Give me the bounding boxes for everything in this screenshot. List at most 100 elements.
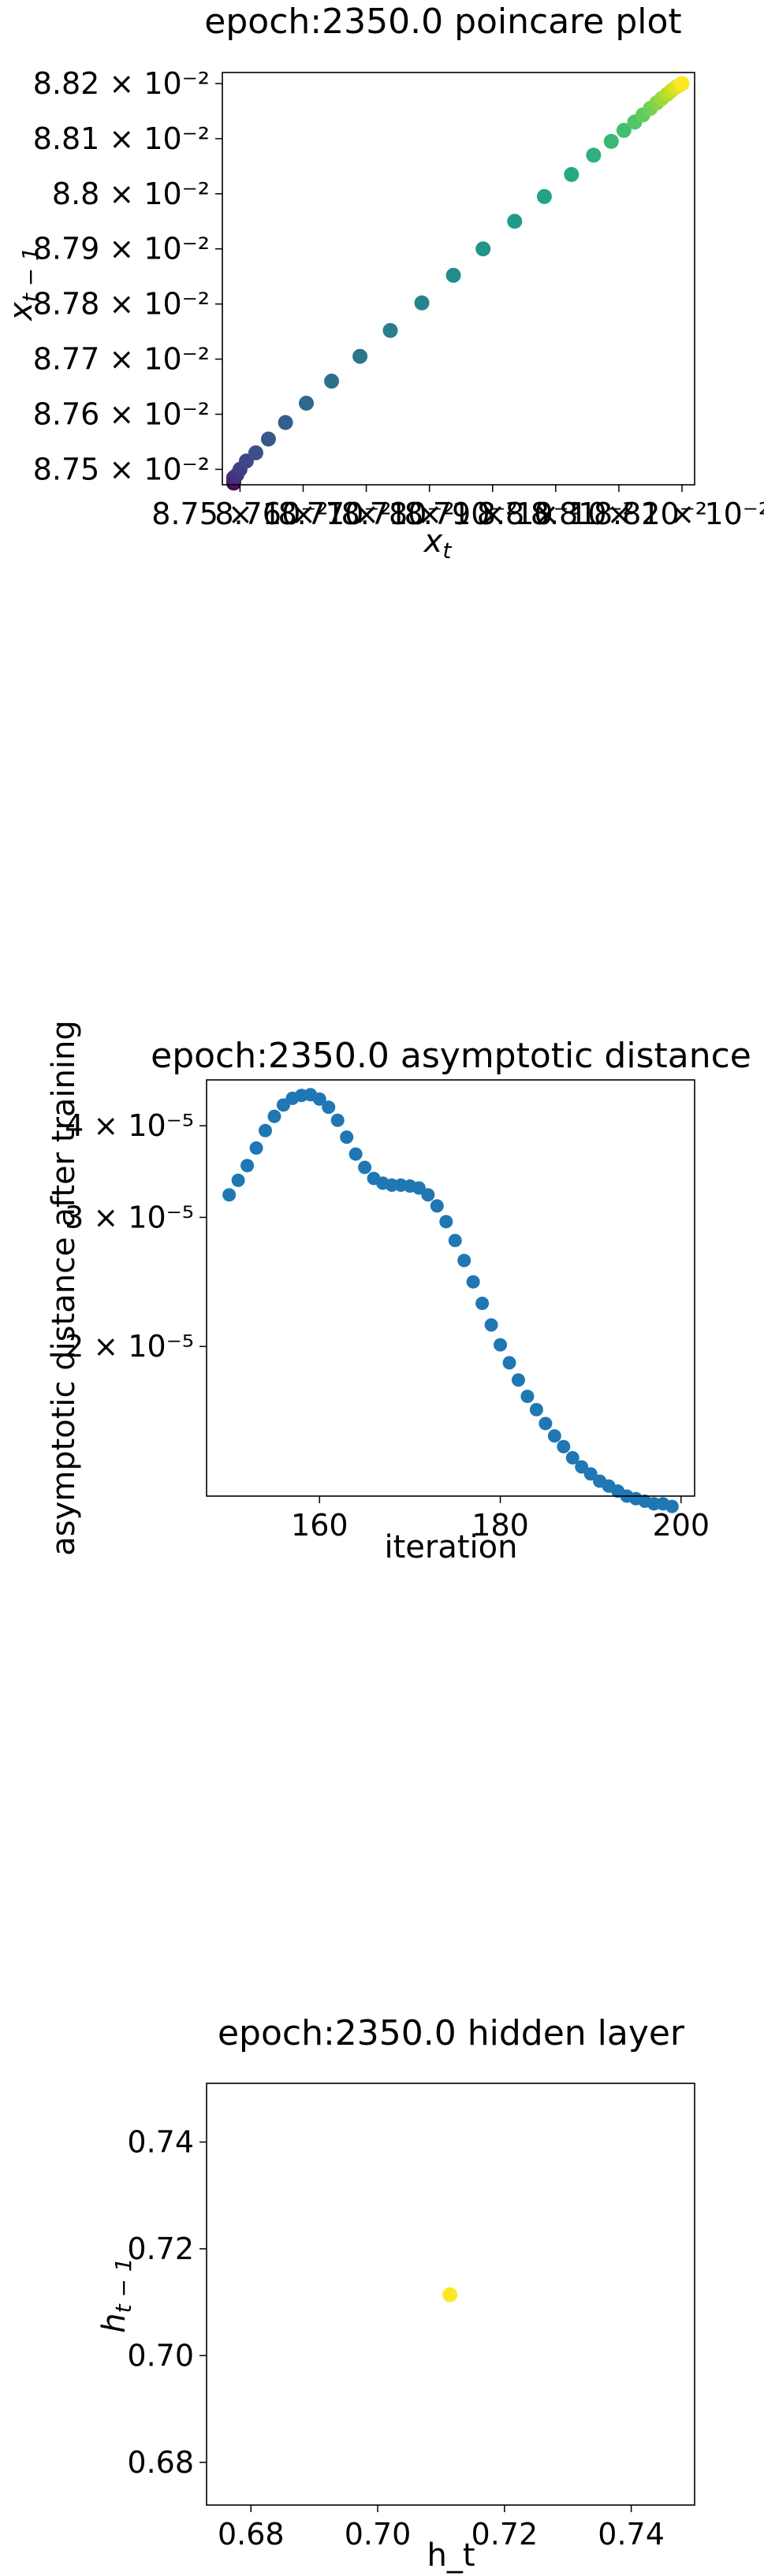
y-tick-label: 4 × 10⁻⁵	[65, 1108, 194, 1143]
data-point	[557, 1439, 571, 1454]
asymptotic-distance-chart: epoch:2350.0 asymptotic distance 2 × 10⁻…	[46, 1020, 751, 1565]
x-tick-label: 8.77 × 10⁻²	[278, 497, 454, 531]
x-axis-label: h_t	[427, 2537, 475, 2574]
data-point	[312, 1092, 326, 1106]
x-tick-label: 0.70	[345, 2517, 412, 2552]
data-point	[442, 2287, 458, 2302]
data-point	[536, 188, 552, 204]
data-point	[539, 1416, 553, 1431]
y-tick-label: 8.82 × 10⁻²	[33, 66, 210, 101]
data-point	[348, 1147, 363, 1161]
plot-frame	[206, 1079, 695, 1497]
x-tick-label: 160	[291, 1508, 348, 1543]
distance-points-layer	[222, 1088, 679, 1513]
x-axis-label-base: x	[423, 523, 443, 560]
data-point	[502, 1356, 516, 1370]
data-point	[240, 1159, 255, 1173]
data-point	[520, 1389, 535, 1403]
data-point	[448, 1234, 462, 1248]
x-axis-label: xt	[423, 523, 453, 564]
y-tick-label: 8.79 × 10⁻²	[33, 232, 210, 266]
data-point	[421, 1188, 435, 1202]
data-point	[414, 295, 430, 311]
data-point	[222, 1188, 237, 1202]
y-tick-label: 8.76 × 10⁻²	[33, 397, 210, 432]
data-point	[665, 1499, 679, 1513]
y-axis-ticks: 8.75 × 10⁻² 8.76 × 10⁻² 8.77 × 10⁻² 8.78 × …	[33, 66, 222, 486]
data-point	[267, 1109, 281, 1123]
chart-title: epoch:2350.0 asymptotic distance	[151, 1036, 751, 1076]
hidden-layer-chart: epoch:2350.0 hidden layer 0.68 0.70 0.72 0.…	[96, 2013, 695, 2574]
y-tick-label: 0.70	[127, 2338, 194, 2373]
data-point	[260, 431, 276, 447]
x-axis-label-subscript: t	[442, 538, 452, 564]
x-tick-label: 0.72	[471, 2517, 539, 2552]
data-point	[564, 166, 580, 182]
data-point	[439, 1215, 453, 1229]
x-tick-label: 180	[471, 1508, 529, 1543]
data-point	[565, 1450, 580, 1465]
poincare-chart: epoch:2350.0 poincare plot 8.75 × 10⁻²8.…	[3, 2, 764, 564]
data-point	[511, 1373, 525, 1387]
data-point	[603, 133, 619, 149]
data-point	[322, 1100, 336, 1115]
data-point	[575, 1460, 589, 1474]
x-tick-label: 8.75 × 10⁻²	[151, 497, 328, 531]
x-tick-label: 8.79 × 10⁻²	[404, 497, 581, 531]
y-tick-label: 8.8 × 10⁻²	[52, 177, 210, 211]
y-axis-ticks: 2 × 10⁻⁵ 3 × 10⁻⁵ 4 × 10⁻⁵	[65, 1108, 207, 1364]
data-point	[484, 1318, 498, 1332]
y-tick-label: 8.81 × 10⁻²	[33, 121, 210, 156]
data-point	[330, 1113, 345, 1127]
y-tick-label: 2 × 10⁻⁵	[65, 1329, 194, 1364]
x-tick-label: 8.8 × 10⁻²	[477, 497, 635, 531]
x-tick-label: 0.74	[598, 2517, 665, 2552]
data-point	[259, 1123, 273, 1137]
poincare-points-layer	[225, 76, 690, 491]
x-axis-ticks: 8.75 × 10⁻²8.76 × 10⁻²8.77 × 10⁻²8.78 × …	[151, 485, 764, 531]
hidden-points-layer	[442, 2287, 458, 2302]
y-axis-label: asymptotic distance after training	[46, 1020, 82, 1556]
data-point	[445, 267, 461, 283]
plot-frame	[206, 2083, 695, 2506]
data-point	[430, 1199, 444, 1213]
data-point	[466, 1275, 480, 1289]
x-tick-label: 8.81 × 10⁻²	[531, 497, 707, 531]
data-point	[299, 396, 315, 411]
x-tick-label: 8.76 × 10⁻²	[214, 497, 391, 531]
y-tick-label: 8.75 × 10⁻²	[33, 452, 210, 486]
data-point	[475, 241, 491, 257]
y-axis-label: ht − 1	[96, 2258, 136, 2332]
x-axis-label: iteration	[385, 1529, 518, 1565]
data-point	[529, 1402, 543, 1416]
data-point	[457, 1253, 471, 1268]
data-point	[340, 1130, 354, 1145]
data-point	[358, 1160, 372, 1174]
data-point	[583, 1467, 598, 1481]
y-tick-label: 8.78 × 10⁻²	[33, 287, 210, 322]
data-point	[507, 214, 523, 229]
chart-title: epoch:2350.0 poincare plot	[204, 2, 681, 42]
x-tick-label: 8.78 × 10⁻²	[341, 497, 518, 531]
data-point	[674, 76, 690, 91]
x-tick-label: 0.68	[218, 2517, 285, 2552]
data-point	[382, 322, 398, 338]
data-point	[324, 374, 340, 389]
data-point	[494, 1338, 508, 1352]
data-point	[586, 147, 602, 163]
y-axis-label-base: h	[96, 2313, 132, 2332]
y-tick-label: 0.74	[127, 2124, 194, 2159]
x-axis-ticks: 160 180 200	[291, 1496, 710, 1543]
data-point	[352, 348, 368, 364]
y-axis-ticks: 0.68 0.70 0.72 0.74	[127, 2124, 207, 2480]
y-tick-label: 0.68	[127, 2445, 194, 2480]
y-tick-label: 8.77 × 10⁻²	[33, 342, 210, 377]
y-axis-label-subscript: t − 1	[110, 2258, 136, 2313]
data-point	[231, 1173, 245, 1187]
data-point	[249, 1141, 263, 1155]
data-point	[616, 122, 632, 138]
data-point	[248, 445, 263, 460]
y-axis-label-subscript: t − 1	[17, 247, 43, 302]
chart-title: epoch:2350.0 hidden layer	[218, 2013, 685, 2053]
